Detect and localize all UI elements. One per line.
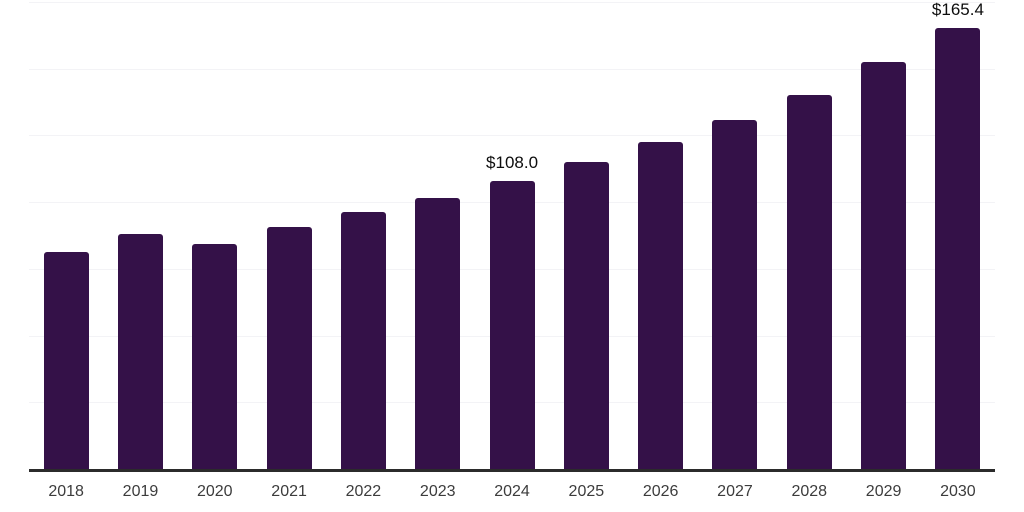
x-axis-tick-labels: 2018 2019 2020 2021 2022 2023 2024 2025 2026 2027… xyxy=(29,483,995,501)
bar-slot-2019 xyxy=(103,2,177,469)
x-tick-label-2027: 2027 xyxy=(717,483,753,500)
x-tick-label-2026: 2026 xyxy=(642,483,679,500)
x-tick-label-2028: 2028 xyxy=(791,483,828,500)
bar-2020 xyxy=(192,243,238,469)
x-tick-label-2022: 2022 xyxy=(345,483,382,500)
bar-slot-2020 xyxy=(178,2,252,469)
bar-2018 xyxy=(43,251,89,469)
bar-slot-2026 xyxy=(624,2,698,469)
bar-slot-2022 xyxy=(326,2,400,469)
bar-2026 xyxy=(638,141,684,469)
bar-2030 xyxy=(935,27,981,469)
x-tick-label-2024: 2024 xyxy=(494,483,530,500)
gridline-150 xyxy=(29,68,995,70)
bar-2029 xyxy=(861,62,907,469)
bar-slot-2021 xyxy=(252,2,326,469)
x-tick-label-2029: 2029 xyxy=(865,483,902,500)
bar-2022 xyxy=(340,211,386,469)
x-axis-line xyxy=(29,469,995,472)
bar-slot-2018 xyxy=(29,2,103,469)
bar-2024 xyxy=(489,180,535,469)
bar-slot-2028 xyxy=(772,2,846,469)
bar-2028 xyxy=(786,95,832,469)
x-tick-label-2018: 2018 xyxy=(48,483,84,500)
bar-slot-2024: $108.0 xyxy=(475,2,549,469)
x-tick-label-2025: 2025 xyxy=(568,483,605,500)
bar-slot-2027 xyxy=(698,2,772,469)
gridline-175 xyxy=(29,2,995,3)
bars-row: $108.0 $165.4 xyxy=(29,0,995,469)
bar-2019 xyxy=(117,233,163,469)
x-tick-label-2030: 2030 xyxy=(940,483,976,500)
x-tick-label-2021: 2021 xyxy=(271,483,307,500)
bar-2027 xyxy=(712,119,758,469)
gridline-125 xyxy=(29,135,995,137)
bar-slot-2025 xyxy=(549,2,623,469)
bar-slot-2029 xyxy=(846,2,920,469)
plot-area: $108.0 $165.4 xyxy=(29,0,995,469)
bar-2023 xyxy=(415,198,461,469)
x-tick-label-2019: 2019 xyxy=(122,483,159,500)
x-tick-label-2023: 2023 xyxy=(419,483,456,500)
bar-2025 xyxy=(563,161,609,469)
value-label-2024: $108.0 xyxy=(486,152,539,172)
bar-2021 xyxy=(266,226,312,469)
bar-slot-2030: $165.4 xyxy=(921,0,995,469)
value-label-2030: $165.4 xyxy=(931,0,984,19)
x-tick-label-2020: 2020 xyxy=(196,483,233,500)
bar-slot-2023 xyxy=(401,2,475,469)
